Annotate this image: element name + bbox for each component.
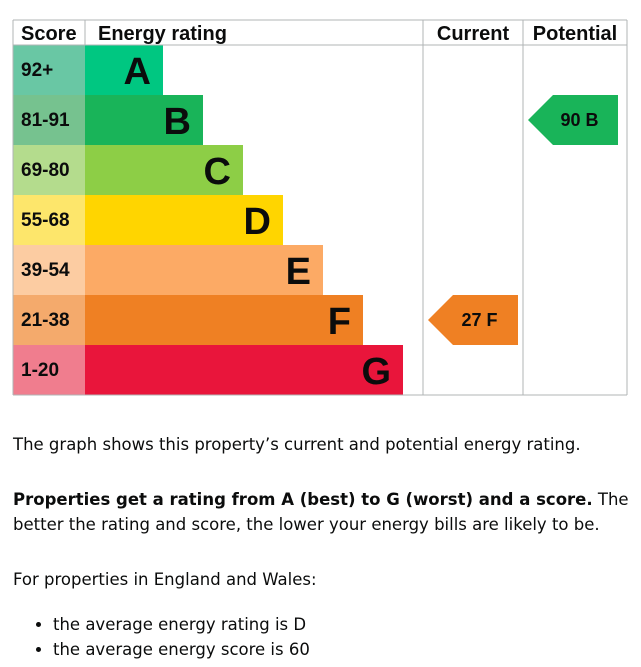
rating-explanation-rest: The better the rating and score, the low…	[13, 490, 629, 534]
band-letter-f: F	[328, 301, 351, 343]
band-bar-e	[85, 245, 323, 295]
energy-rating-chart: Score Energy rating Current Potential 92+ A 81…	[12, 19, 628, 396]
region-intro: For properties in England and Wales:	[13, 570, 317, 589]
band-range-a: 92+	[21, 60, 53, 81]
average-score-item: the average energy score is 60	[53, 637, 310, 662]
graph-description: The graph shows this property’s current …	[13, 435, 581, 454]
rating-explanation-bold: Properties get a rating from A (best) to…	[13, 490, 593, 509]
band-score-cell-c	[13, 145, 85, 195]
average-list: the average energy rating is D the avera…	[13, 612, 310, 662]
band-letter-a: A	[124, 51, 151, 93]
band-range-b: 81-91	[21, 110, 70, 131]
band-bar-g	[85, 345, 403, 395]
current-rating-label: 27 F	[461, 310, 497, 330]
band-score-cell-f	[13, 295, 85, 345]
band-range-e: 39-54	[21, 260, 70, 281]
band-bar-b	[85, 95, 203, 145]
band-score-cell-g	[13, 345, 85, 395]
band-letter-g: G	[361, 351, 391, 393]
band-score-cell-b	[13, 95, 85, 145]
band-score-cell-a	[13, 45, 85, 95]
band-score-cell-e	[13, 245, 85, 295]
header-potential: Potential	[533, 23, 617, 45]
rating-explanation: Properties get a rating from A (best) to…	[13, 487, 633, 537]
band-letter-c: C	[204, 151, 231, 193]
band-range-g: 1-20	[21, 360, 59, 381]
band-bar-f	[85, 295, 363, 345]
band-bar-a	[85, 45, 163, 95]
band-range-f: 21-38	[21, 310, 70, 331]
band-range-c: 69-80	[21, 160, 70, 181]
band-bar-d	[85, 195, 283, 245]
band-letter-e: E	[286, 251, 311, 293]
band-letter-d: D	[244, 201, 271, 243]
average-rating-item: the average energy rating is D	[53, 612, 310, 637]
current-rating-arrow	[428, 295, 518, 345]
band-bar-c	[85, 145, 243, 195]
header-score: Score	[21, 23, 77, 45]
band-score-cell-d	[13, 195, 85, 245]
potential-rating-label: 90 B	[560, 110, 598, 130]
header-energy-rating: Energy rating	[98, 23, 227, 45]
band-range-d: 55-68	[21, 210, 70, 231]
header-current: Current	[437, 23, 510, 45]
potential-rating-arrow	[528, 95, 618, 145]
band-letter-b: B	[164, 101, 191, 143]
